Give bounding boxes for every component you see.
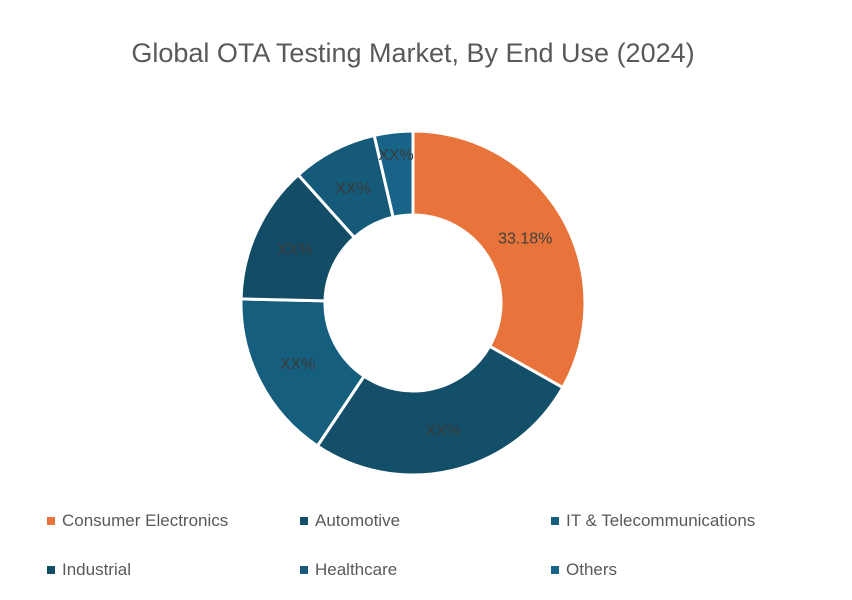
slice-consumer-electronics bbox=[411, 129, 587, 390]
legend-item: Industrial bbox=[47, 560, 131, 580]
legend-label: Automotive bbox=[315, 511, 401, 530]
legend-label: Healthcare bbox=[315, 560, 398, 579]
slice-others bbox=[372, 129, 415, 220]
legend-swatch bbox=[47, 566, 55, 574]
data-label: XX% bbox=[335, 181, 371, 198]
legend-item: IT & Telecommunications bbox=[551, 511, 755, 531]
legend-swatch bbox=[300, 566, 308, 574]
legend-label: Consumer Electronics bbox=[62, 511, 229, 530]
data-label: XX% bbox=[280, 356, 316, 373]
legend-item: Automotive bbox=[300, 511, 400, 531]
legend-swatch bbox=[300, 517, 308, 525]
data-label: XX% bbox=[277, 242, 313, 259]
legend-label: IT & Telecommunications bbox=[566, 511, 756, 530]
data-label: 33.18% bbox=[498, 230, 552, 247]
legend-swatch bbox=[551, 566, 559, 574]
legend-item: Consumer Electronics bbox=[47, 511, 228, 531]
data-label: XX% bbox=[425, 422, 461, 439]
legend-item: Healthcare bbox=[300, 560, 397, 580]
legend-label: Industrial bbox=[62, 560, 131, 579]
legend-item: Others bbox=[551, 560, 617, 580]
legend-swatch bbox=[47, 517, 55, 525]
chart-title: Global OTA Testing Market, By End Use (2… bbox=[131, 38, 695, 68]
legend-label: Others bbox=[566, 560, 618, 579]
legend-swatch bbox=[551, 517, 559, 525]
slice-automotive bbox=[315, 344, 565, 477]
data-label: XX% bbox=[378, 147, 414, 164]
